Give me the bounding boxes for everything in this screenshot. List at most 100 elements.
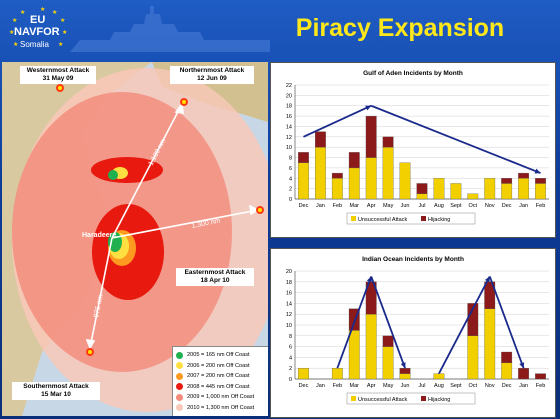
bar-segment (298, 368, 309, 380)
bar-segment (399, 162, 411, 200)
bar-segment (399, 368, 411, 374)
bar-segment (365, 314, 377, 380)
x-tick-label: Feb (333, 203, 342, 209)
legend-swatch (421, 396, 426, 401)
x-tick-label: Mar (350, 203, 360, 209)
distance-south: 975 nm (93, 294, 105, 318)
trend-arrow (370, 276, 406, 369)
legend-item: 2007 = 200 nm Off Coast (176, 371, 268, 382)
x-tick-label: Dec (502, 383, 512, 389)
bar-segment (484, 178, 496, 200)
logo-line-1: EU (30, 14, 46, 26)
trend-arrowhead (519, 362, 525, 369)
svg-text:★: ★ (40, 6, 45, 13)
bar-segment (416, 193, 428, 200)
bar-segment (501, 183, 513, 200)
svg-text:★: ★ (20, 9, 25, 16)
legend-item: 2005 = 165 nm Off Coast (176, 350, 268, 361)
bar-segment (298, 152, 309, 163)
bar-segment (535, 178, 546, 184)
x-tick-label: Jul (418, 383, 425, 389)
legend-swatch (176, 383, 183, 391)
bar-segment (518, 178, 529, 200)
map-legend: 2005 = 165 nm Off Coast 2006 = 200 nm Of… (172, 346, 268, 416)
bar-segment (348, 167, 360, 200)
legend-label: Unsuccessful Attack (358, 217, 407, 223)
y-tick-label: 18 (286, 280, 292, 286)
trend-arrow (488, 276, 525, 369)
y-tick-label: 6 (289, 345, 292, 351)
chart-legend (346, 212, 476, 225)
bar-segment (331, 368, 343, 380)
bar-segment (484, 308, 496, 380)
star-circle-icon: ★ ★★ ★★★ ★★★ (9, 6, 67, 48)
svg-text:★: ★ (52, 9, 57, 16)
y-tick-label: 2 (289, 366, 292, 372)
bar-segment (348, 308, 360, 331)
svg-text:★: ★ (13, 41, 18, 48)
logo-line-2: NAVFOR (14, 26, 60, 38)
bar-segment (484, 281, 496, 309)
x-tick-label: Jun (401, 203, 410, 209)
y-tick-label: 18 (286, 104, 292, 110)
x-tick-label: May (383, 203, 394, 209)
y-tick-label: 10 (286, 145, 292, 151)
bar-segment (467, 335, 479, 380)
y-tick-label: 14 (286, 301, 292, 307)
trend-arrow (303, 104, 372, 138)
trend-arrow (336, 276, 373, 369)
indian-ocean-chart-panel: Indian Ocean Incidents by Month 0 2 4 6 8 10 12… (270, 248, 556, 418)
x-tick-label: Apr (367, 383, 376, 389)
legend-swatch (421, 216, 426, 221)
svg-text:★: ★ (62, 29, 67, 36)
x-tick-label: Nov (485, 383, 495, 389)
bar-segment (331, 178, 343, 200)
bar-segment (331, 172, 343, 179)
logo-line-3: Somalia (20, 40, 49, 49)
bar-segment (315, 131, 326, 148)
x-tick-label: Oct (469, 203, 478, 209)
y-tick-label: 0 (289, 197, 292, 203)
x-tick-label: Dec (299, 383, 309, 389)
x-tick-label: Apr (367, 203, 376, 209)
bar-segment (433, 178, 445, 200)
trend-arrowhead (534, 168, 541, 174)
y-tick-label: 4 (289, 176, 292, 182)
bar-segment (365, 157, 377, 200)
bar-segment (535, 373, 546, 380)
y-tick-label: 8 (289, 334, 292, 340)
x-tick-label: Sept (450, 203, 462, 209)
bar-segment (501, 178, 513, 184)
northernmost-attack-label: Northernmost Attack 12 Jun 09 (170, 66, 254, 84)
y-tick-label: 14 (286, 124, 292, 130)
x-tick-label: Jan (316, 383, 325, 389)
x-tick-label: Nov (485, 203, 495, 209)
legend-swatch (176, 404, 183, 412)
bar-segment (382, 147, 394, 200)
bar-segment (467, 193, 479, 200)
bar-segment (433, 373, 445, 380)
legend-swatch (351, 216, 356, 221)
bar-segment (348, 152, 360, 169)
easternmost-attack-label: Easternmost Attack 18 Apr 10 (176, 268, 254, 286)
gulf-of-aden-chart: Gulf of Aden Incidents by Month 0 2 4 6 8 10 12… (286, 70, 549, 225)
legend-item: 2008 = 445 nm Off Coast (176, 382, 268, 393)
legend-swatch (176, 351, 183, 359)
x-tick-label: Oct (469, 383, 478, 389)
chart-title: Indian Ocean Incidents by Month (362, 256, 464, 263)
bar-segment (416, 183, 428, 194)
legend-item: 2006 = 200 nm Off Coast (176, 361, 268, 372)
y-tick-label: 6 (289, 166, 292, 172)
x-tick-label: May (383, 383, 394, 389)
slide-title: Piracy Expansion (295, 14, 505, 42)
x-tick-label: Sept (450, 383, 462, 389)
y-tick-label: 8 (289, 156, 292, 162)
x-tick-label: Jan (519, 203, 528, 209)
bar-segment (450, 183, 462, 200)
bar-segment (518, 368, 529, 380)
trend-arrowhead (365, 105, 372, 111)
x-tick-label: Aug (434, 203, 444, 209)
bar-segment (518, 172, 529, 179)
piracy-map: 1,100 nm 1,300 nm 975 nm Haradeere Weste… (2, 62, 268, 416)
